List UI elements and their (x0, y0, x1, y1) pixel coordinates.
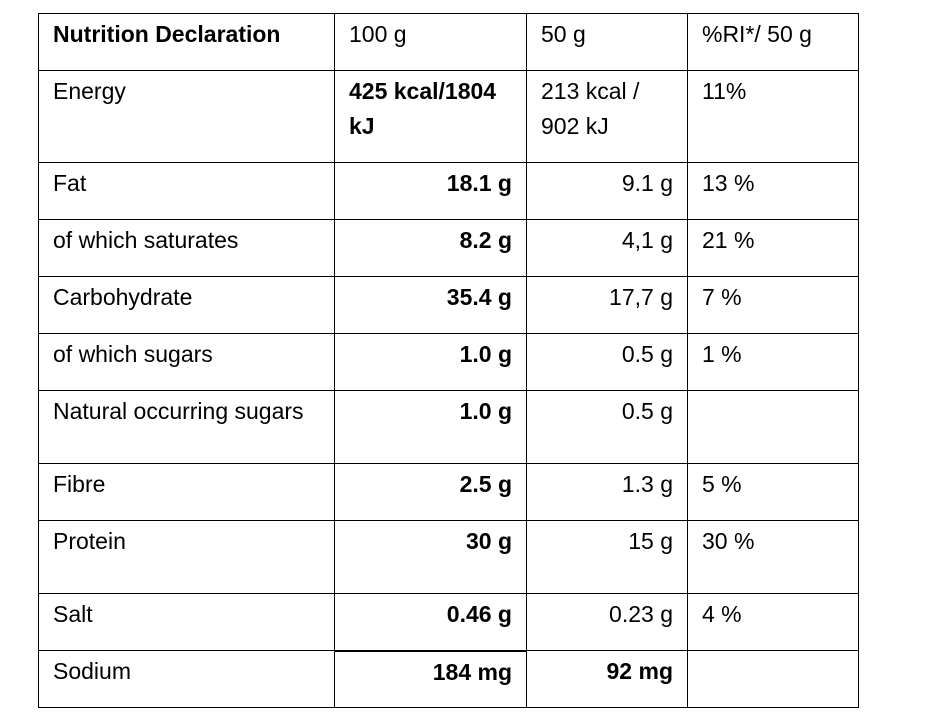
row-ri: 30 % (687, 520, 859, 594)
row-per50: 1.3 g (526, 463, 688, 521)
row-per100: 425 kcal/1804 kJ (334, 70, 527, 163)
table-row: Natural occurring sugars 1.0 g 0.5 g (38, 390, 859, 464)
row-ri: 5 % (687, 463, 859, 521)
row-per50: 9.1 g (526, 162, 688, 220)
table-row: Salt 0.46 g 0.23 g 4 % (38, 593, 859, 651)
row-label: Salt (38, 593, 335, 651)
row-label: of which sugars (38, 333, 335, 391)
table-row: Fat 18.1 g 9.1 g 13 % (38, 162, 859, 220)
header-50g: 50 g (526, 13, 688, 71)
table-row: Carbohydrate 35.4 g 17,7 g 7 % (38, 276, 859, 334)
table-row: Fibre 2.5 g 1.3 g 5 % (38, 463, 859, 521)
row-per100: 8.2 g (334, 219, 527, 277)
row-per100: 1.0 g (334, 333, 527, 391)
table-row: Sodium 184 mg 92 mg (38, 649, 859, 708)
table-row: Protein 30 g 15 g 30 % (38, 520, 859, 594)
row-label: Natural occurring sugars (38, 390, 335, 464)
header-ri: %RI*/ 50 g (687, 13, 859, 71)
row-label: of which saturates (38, 219, 335, 277)
row-ri: 21 % (687, 219, 859, 277)
row-label: Fat (38, 162, 335, 220)
row-ri: 11% (687, 70, 859, 163)
row-per100: 18.1 g (334, 162, 527, 220)
row-ri (687, 650, 859, 708)
row-per50: 0.23 g (526, 593, 688, 651)
row-per50: 0.5 g (526, 390, 688, 464)
row-ri: 7 % (687, 276, 859, 334)
row-per100: 1.0 g (334, 390, 527, 464)
row-label: Fibre (38, 463, 335, 521)
row-per100: 0.46 g (334, 593, 527, 651)
row-ri: 13 % (687, 162, 859, 220)
header-label: Nutrition Declaration (38, 13, 335, 71)
table-header-row: Nutrition Declaration 100 g 50 g %RI*/ 5… (38, 13, 859, 71)
row-label: Energy (38, 70, 335, 163)
row-per100: 2.5 g (334, 463, 527, 521)
row-per50: 17,7 g (526, 276, 688, 334)
nutrition-table: Nutrition Declaration 100 g 50 g %RI*/ 5… (38, 13, 859, 708)
row-per50: 4,1 g (526, 219, 688, 277)
table-row: Energy 425 kcal/1804 kJ 213 kcal / 902 k… (38, 70, 859, 163)
header-100g: 100 g (334, 13, 527, 71)
table-row: of which saturates 8.2 g 4,1 g 21 % (38, 219, 859, 277)
row-ri: 4 % (687, 593, 859, 651)
row-ri (687, 390, 859, 464)
row-label: Carbohydrate (38, 276, 335, 334)
row-per100: 35.4 g (334, 276, 527, 334)
row-label: Protein (38, 520, 335, 594)
row-per50: 0.5 g (526, 333, 688, 391)
row-per50: 92 mg (526, 650, 688, 708)
row-label: Sodium (38, 650, 335, 708)
table-row: of which sugars 1.0 g 0.5 g 1 % (38, 333, 859, 391)
row-per50: 213 kcal / 902 kJ (526, 70, 688, 163)
row-per100: 184 mg (334, 649, 527, 708)
row-ri: 1 % (687, 333, 859, 391)
row-per50: 15 g (526, 520, 688, 594)
row-per100: 30 g (334, 520, 527, 594)
